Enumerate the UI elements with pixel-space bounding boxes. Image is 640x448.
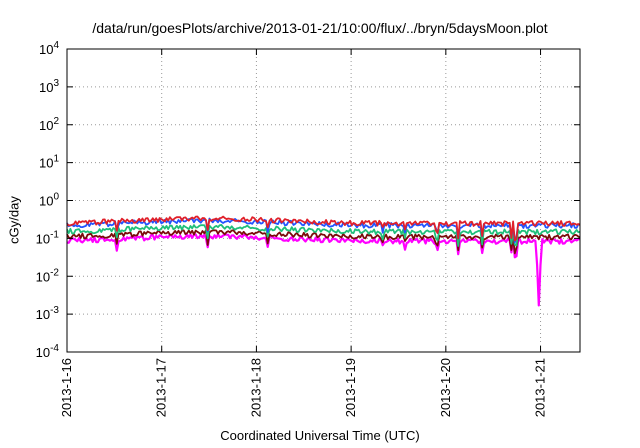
series-line: [66, 215, 581, 242]
series-line: [66, 233, 581, 307]
x-tick-label: 2013-1-20: [438, 358, 453, 417]
series-line: [66, 223, 581, 247]
x-axis: 2013-1-16 2013-1-17 2013-1-18 2013-1-19 2013…: [59, 49, 548, 417]
series-line: [66, 229, 581, 255]
x-tick-label: 2013-1-21: [533, 358, 548, 417]
y-tick-label: 100: [39, 192, 59, 209]
y-tick-label: 104: [39, 40, 59, 57]
y-tick-label: 10-1: [36, 229, 60, 246]
chart-title: /data/run/goesPlots/archive/2013-01-21/1…: [92, 20, 548, 36]
series-line: [66, 217, 581, 244]
y-axis: 10-4 10-3 10-2 10-1 100 101 102 103 104: [36, 40, 580, 360]
x-tick-label: 2013-1-19: [343, 358, 358, 417]
x-tick-label: 2013-1-16: [59, 358, 74, 417]
x-tick-label: 2013-1-17: [154, 358, 169, 417]
y-tick-label: 102: [39, 116, 59, 133]
series-group: [66, 215, 581, 307]
grid: [66, 49, 580, 352]
x-tick-label: 2013-1-18: [248, 358, 263, 417]
x-axis-label: Coordinated Universal Time (UTC): [220, 428, 420, 443]
y-tick-label: 10-2: [36, 267, 60, 284]
y-axis-label: cGy/day: [6, 196, 22, 244]
y-tick-label: 10-3: [36, 305, 60, 322]
y-tick-label: 10-4: [36, 343, 60, 360]
y-tick-label: 103: [39, 78, 59, 95]
y-tick-label: 101: [39, 154, 59, 171]
